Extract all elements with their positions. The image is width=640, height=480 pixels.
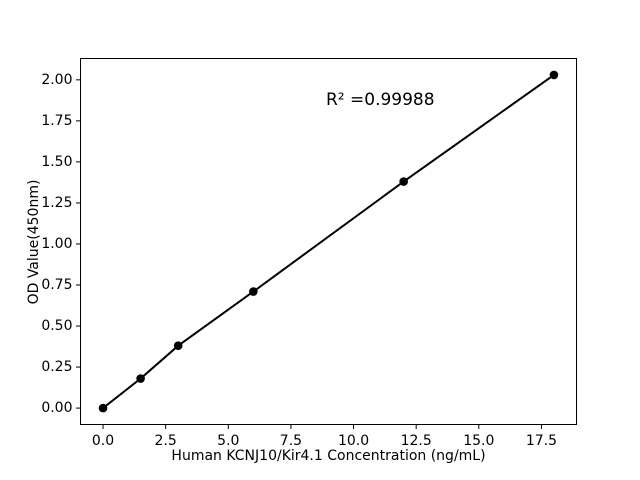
data-points — [98, 70, 559, 413]
x-tick-label: 15.0 — [463, 433, 495, 449]
x-tick-label: 5.0 — [217, 433, 240, 449]
x-tick-label: 7.5 — [279, 433, 303, 449]
y-tick-label: 1.50 — [41, 153, 73, 170]
y-tick-label: 0.25 — [41, 359, 73, 376]
data-point — [549, 70, 559, 80]
x-axis-ticks — [102, 424, 542, 429]
r-squared-annotation: R² =0.99988 — [325, 90, 435, 111]
data-point — [136, 374, 145, 383]
data-point — [173, 341, 183, 351]
x-tick-label: 10.0 — [337, 433, 370, 449]
x-tick-label: 17.5 — [525, 433, 557, 449]
y-axis-label: OD Value(450nm) — [26, 179, 42, 304]
data-point — [399, 177, 408, 186]
axes-spines — [80, 58, 577, 425]
x-axis-label: Human KCNJ10/Kir4.1 Concentration (ng/mL… — [171, 448, 486, 464]
fit-line — [102, 74, 555, 409]
y-tick-label: 0.75 — [41, 276, 73, 293]
x-tick-label: 12.5 — [400, 433, 432, 449]
y-tick-label: 2.00 — [41, 71, 73, 88]
y-tick-label: 1.25 — [41, 194, 73, 211]
x-tick-label: 2.5 — [154, 433, 177, 449]
y-axis-ticks — [76, 79, 81, 409]
x-tick-label: 0.0 — [91, 433, 115, 449]
y-tick-label: 1.75 — [41, 112, 73, 129]
data-point — [249, 287, 258, 296]
y-tick-label: 0.50 — [41, 318, 73, 335]
data-point — [98, 403, 108, 413]
y-tick-label: 0.00 — [41, 400, 73, 417]
y-tick-label: 1.00 — [41, 235, 73, 252]
